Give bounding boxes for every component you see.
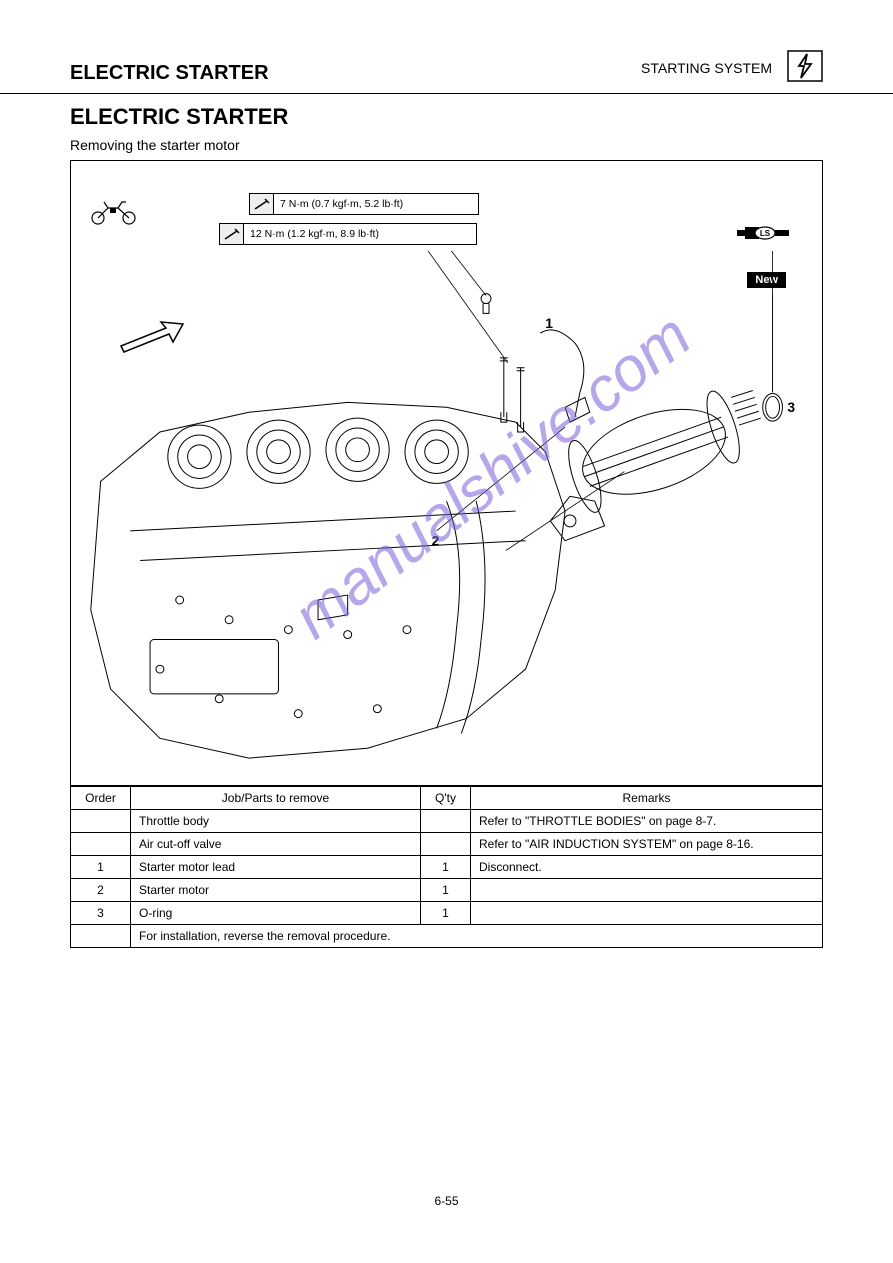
cell-qty: 1 xyxy=(421,879,471,902)
cell-order: 2 xyxy=(71,879,131,902)
cell-job: For installation, reverse the removal pr… xyxy=(131,925,823,948)
cell-qty xyxy=(421,833,471,856)
cell-order xyxy=(71,925,131,948)
cell-order xyxy=(71,833,131,856)
table-row: 2 Starter motor 1 xyxy=(71,879,823,902)
engine-illustration: 1 2 3 xyxy=(71,251,822,781)
torque-text-1: 7 N·m (0.7 kgf·m, 5.2 lb·ft) xyxy=(274,198,409,210)
th-job: Job/Parts to remove xyxy=(131,787,421,810)
th-qty: Q'ty xyxy=(421,787,471,810)
cell-job: Starter motor xyxy=(131,879,421,902)
page-number: 6-55 xyxy=(0,1194,893,1208)
section-title: ELECTRIC STARTER xyxy=(0,94,893,135)
table-row: 1 Starter motor lead 1 Disconnect. xyxy=(71,856,823,879)
page-header: ELECTRIC STARTER STARTING SYSTEM xyxy=(0,0,893,94)
parts-table: Order Job/Parts to remove Q'ty Remarks T… xyxy=(70,786,823,948)
subsection-title: Removing the starter motor xyxy=(0,135,893,155)
cell-job: Throttle body xyxy=(131,810,421,833)
cell-remarks: Disconnect. xyxy=(471,856,823,879)
cell-remarks: Refer to "AIR INDUCTION SYSTEM" on page … xyxy=(471,833,823,856)
torque-icon xyxy=(220,224,244,244)
torque-icon xyxy=(250,194,274,214)
table-row: For installation, reverse the removal pr… xyxy=(71,925,823,948)
svg-text:2: 2 xyxy=(432,533,440,549)
table-row: Air cut-off valve Refer to "AIR INDUCTIO… xyxy=(71,833,823,856)
torque-spec-box-2: 12 N·m (1.2 kgf·m, 8.9 lb·ft) xyxy=(219,223,477,245)
cell-qty: 1 xyxy=(421,856,471,879)
svg-text:3: 3 xyxy=(787,399,795,415)
cell-remarks xyxy=(471,879,823,902)
cell-order xyxy=(71,810,131,833)
svg-text:1: 1 xyxy=(545,315,553,331)
motorcycle-icon xyxy=(86,196,141,226)
cell-remarks xyxy=(471,902,823,925)
table-header-row: Order Job/Parts to remove Q'ty Remarks xyxy=(71,787,823,810)
cell-order: 1 xyxy=(71,856,131,879)
torque-text-2: 12 N·m (1.2 kgf·m, 8.9 lb·ft) xyxy=(244,228,385,240)
th-order: Order xyxy=(71,787,131,810)
cell-job: Air cut-off valve xyxy=(131,833,421,856)
torque-spec-box-1: 7 N·m (0.7 kgf·m, 5.2 lb·ft) xyxy=(249,193,479,215)
header-title: ELECTRIC STARTER xyxy=(70,62,269,85)
exploded-diagram: 7 N·m (0.7 kgf·m, 5.2 lb·ft) 12 N·m (1.2… xyxy=(70,160,823,786)
lubricant-ls-icon: LS xyxy=(737,224,792,242)
svg-text:LS: LS xyxy=(760,229,771,238)
cell-job: O-ring xyxy=(131,902,421,925)
cell-remarks: Refer to "THROTTLE BODIES" on page 8-7. xyxy=(471,810,823,833)
th-remarks: Remarks xyxy=(471,787,823,810)
header-chapter: STARTING SYSTEM xyxy=(641,60,772,76)
cell-order: 3 xyxy=(71,902,131,925)
cell-job: Starter motor lead xyxy=(131,856,421,879)
cell-qty xyxy=(421,810,471,833)
lightning-icon xyxy=(787,50,823,85)
header-right: STARTING SYSTEM xyxy=(641,50,823,85)
cell-qty: 1 xyxy=(421,902,471,925)
table-row: Throttle body Refer to "THROTTLE BODIES"… xyxy=(71,810,823,833)
table-row: 3 O-ring 1 xyxy=(71,902,823,925)
